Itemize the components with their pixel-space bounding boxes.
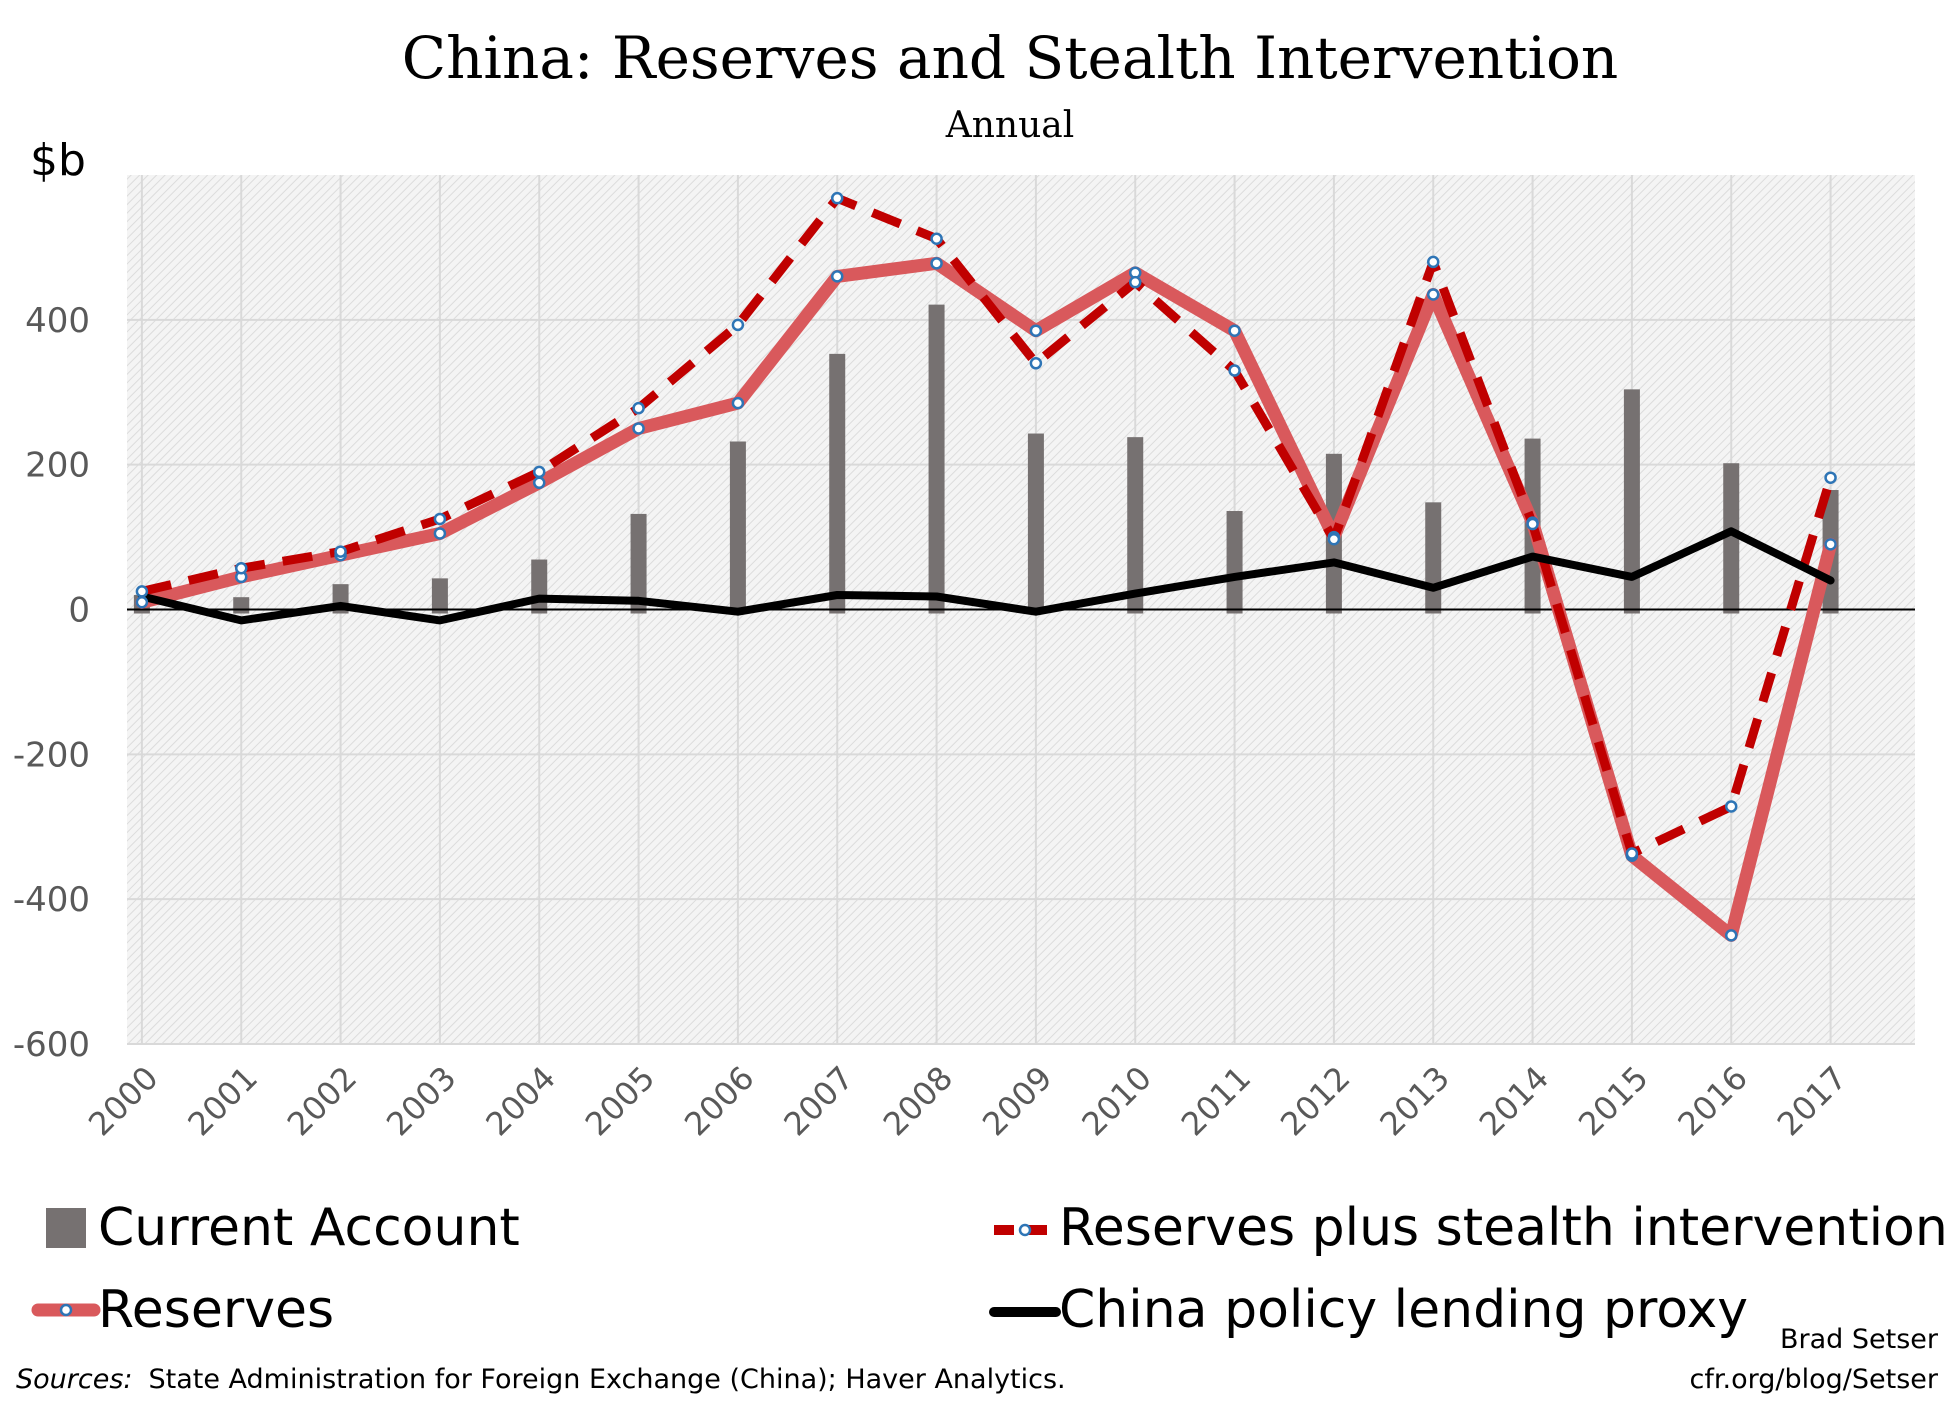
stealth-intervention-point — [1526, 517, 1539, 531]
y-axis-unit: $b — [30, 135, 86, 186]
y-tick-label: 400 — [25, 301, 90, 341]
legend-current-account-swatch — [46, 1208, 86, 1248]
source-text: State Administration for Foreign Exchang… — [149, 1364, 1066, 1395]
reserves-point — [930, 257, 943, 270]
x-tick-label: 2011 — [1174, 1059, 1258, 1143]
stealth-intervention-point — [1029, 357, 1043, 370]
stealth-intervention-point — [930, 232, 943, 245]
legend-policy-lending-label: China policy lending proxy — [1059, 1280, 1748, 1340]
current-account-bar — [1226, 511, 1243, 614]
legend-reserves-label: Reserves — [98, 1280, 334, 1340]
y-tick-label: -600 — [13, 1025, 90, 1065]
chart-title: China: Reserves and Stealth Intervention — [402, 24, 1619, 92]
y-tick-label: -400 — [13, 880, 90, 920]
x-tick-label: 2016 — [1670, 1059, 1754, 1143]
source-label: Sources: — [16, 1364, 133, 1395]
stealth-intervention-point — [1824, 471, 1837, 484]
current-account-bar — [1425, 502, 1442, 614]
legend-current-account-label: Current Account — [98, 1198, 520, 1258]
source-note: Sources: State Administration for Foreign… — [16, 1364, 1066, 1395]
x-tick-label: 2010 — [1074, 1059, 1158, 1143]
legend-stealth-label: Reserves plus stealth intervention — [1059, 1198, 1947, 1258]
stealth-intervention-point — [1327, 533, 1341, 546]
x-tick-label: 2017 — [1770, 1059, 1854, 1143]
stealth-intervention-point — [1724, 800, 1738, 813]
chart-subtitle: Annual — [945, 105, 1075, 146]
stealth-intervention-point — [234, 561, 248, 575]
current-account-bar — [829, 353, 846, 614]
reserves-point — [731, 396, 745, 410]
reserves-point — [135, 596, 149, 609]
y-tick-label: -200 — [13, 735, 90, 775]
legend-stealth-marker — [1018, 1223, 1032, 1237]
x-tick-label: 2009 — [975, 1059, 1059, 1143]
reserves-point — [1824, 538, 1837, 551]
y-tick-label: 200 — [25, 446, 90, 486]
x-tick-label: 2004 — [478, 1059, 562, 1143]
x-tick-label: 2002 — [280, 1059, 364, 1143]
x-tick-label: 2005 — [578, 1059, 662, 1143]
stealth-intervention-point — [632, 401, 645, 415]
legend: Current Account Reserves Reserves plus s… — [31, 1198, 1947, 1340]
x-tick-label: 2013 — [1372, 1059, 1456, 1143]
reserves-point — [1228, 324, 1241, 337]
x-tick-label: 2012 — [1273, 1059, 1357, 1143]
x-tick-label: 2014 — [1472, 1059, 1556, 1143]
reserves-point — [632, 422, 645, 435]
current-account-bar — [928, 304, 945, 614]
current-account-bar — [1027, 433, 1044, 614]
reserves-point — [433, 527, 447, 540]
x-tick-label: 2001 — [180, 1059, 264, 1143]
current-account-bar — [431, 578, 448, 614]
current-account-bar — [1623, 389, 1640, 614]
x-tick-label: 2015 — [1571, 1059, 1655, 1143]
stealth-intervention-point — [532, 465, 546, 479]
current-account-bar — [233, 597, 250, 614]
stealth-intervention-point — [433, 512, 447, 526]
stealth-intervention-point — [731, 318, 745, 332]
current-account-bar — [630, 513, 647, 614]
stealth-intervention-point — [334, 545, 347, 558]
current-account-bar — [1723, 463, 1740, 614]
y-tick-label: 0 — [68, 591, 90, 631]
stealth-intervention-point — [830, 191, 844, 205]
legend-reserves-marker — [59, 1303, 73, 1317]
stealth-intervention-point — [1228, 364, 1241, 377]
credit-url: cfr.org/blog/Setser — [1690, 1364, 1939, 1395]
credit-name: Brad Setser — [1780, 1324, 1939, 1355]
policy-lending-line — [137, 527, 1835, 625]
current-account-bar — [531, 559, 548, 614]
reserves-point — [1426, 288, 1440, 301]
current-account-bar — [729, 441, 746, 614]
stealth-intervention-point — [1426, 255, 1440, 269]
x-tick-label: 2008 — [876, 1059, 960, 1143]
x-tick-label: 2003 — [379, 1059, 463, 1143]
reserves-point — [1724, 929, 1738, 942]
reserves-point — [532, 476, 546, 490]
x-tick-label: 2007 — [776, 1059, 860, 1143]
x-tick-label: 2006 — [677, 1059, 761, 1143]
current-account-bar — [1127, 437, 1144, 614]
reserves-point — [1029, 324, 1043, 337]
stealth-intervention-line — [140, 193, 1835, 858]
x-tick-label: 2000 — [81, 1059, 165, 1143]
reserves-point — [830, 270, 844, 283]
stealth-intervention-point — [1128, 275, 1142, 289]
stealth-intervention-point — [1625, 847, 1639, 860]
stealth-intervention-point — [135, 585, 149, 598]
